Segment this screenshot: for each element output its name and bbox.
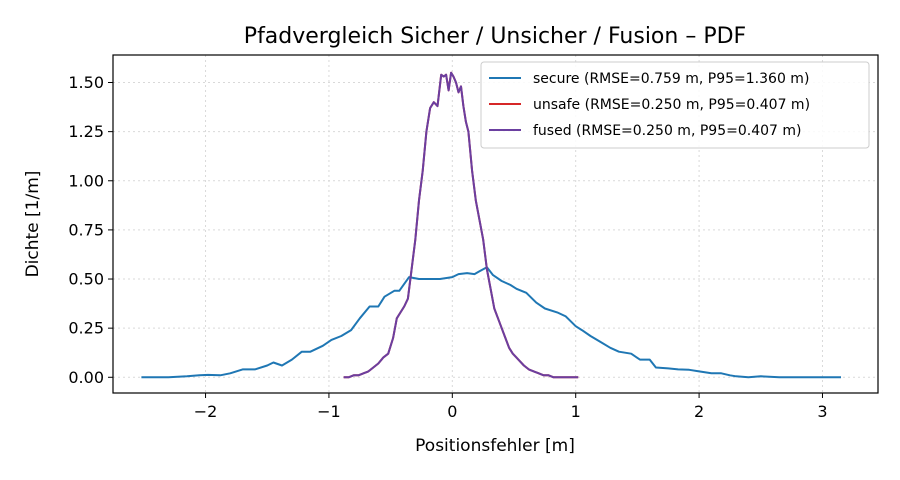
y-tick-label: 0.50 [68,270,104,289]
series-line-fused [343,71,579,379]
x-tick-label: 3 [817,402,827,421]
y-tick-label: 1.25 [68,122,104,141]
plot-area-frame [112,54,879,394]
x-axis-ticks: −2 −1 0 1 2 3 [194,393,828,421]
legend: secure (RMSE=0.759 m, P95=1.360 m) unsafe… [480,61,870,149]
y-axis-ticks: 0.00 0.25 0.50 0.75 1.00 1.25 1.50 [68,73,113,387]
x-tick-label: 1 [571,402,581,421]
x-axis-label: Positionsfehler [m] [415,436,575,456]
y-axis-label: Dichte [1/m] [23,171,43,278]
x-tick-label: 0 [447,402,457,421]
series-line-secure [141,266,841,379]
x-tick-label: 2 [694,402,704,421]
x-tick-label: −2 [194,402,218,421]
y-tick-label: 1.50 [68,73,104,92]
legend-entry: unsafe (RMSE=0.250 m, P95=0.407 m) [533,97,810,113]
legend-entry: fused (RMSE=0.250 m, P95=0.407 m) [533,123,801,139]
chart-title: Pfadvergleich Sicher / Unsicher / Fusion… [244,24,746,49]
y-tick-label: 1.00 [68,171,104,190]
legend-box [480,61,870,149]
x-tick-label: −1 [317,402,341,421]
y-tick-label: 0.25 [68,319,104,338]
y-tick-label: 0.00 [68,368,104,387]
series-lines [141,71,841,379]
y-tick-label: 0.75 [68,220,104,239]
legend-entry: secure (RMSE=0.759 m, P95=1.360 m) [533,71,809,87]
